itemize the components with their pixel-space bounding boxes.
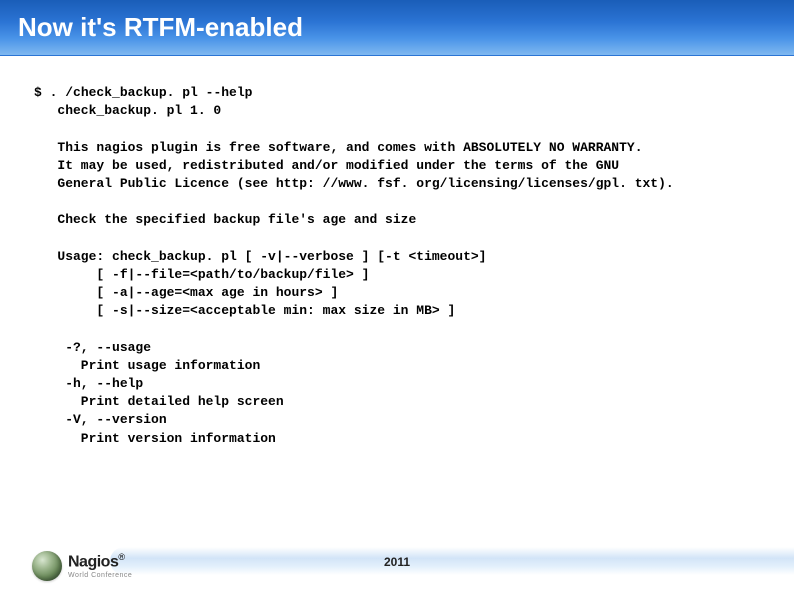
version-line: check_backup. pl 1. 0: [57, 103, 221, 118]
usage-line-3: [ -s|--size=<acceptable min: max size in…: [57, 303, 455, 318]
option-flags-0: -?, --usage: [57, 340, 151, 355]
command: . /check_backup. pl --help: [50, 85, 253, 100]
option-desc-2: Print version information: [57, 431, 275, 446]
terminal-output: $ . /check_backup. pl --help check_backu…: [0, 56, 794, 448]
usage-line-1: [ -f|--file=<path/to/backup/file> ]: [57, 267, 369, 282]
prompt: $: [34, 85, 42, 100]
logo-subtitle: World Conference: [68, 572, 132, 579]
description: Check the specified backup file's age an…: [57, 212, 416, 227]
footer: Nagios® World Conference 2011: [0, 533, 794, 595]
option-desc-1: Print detailed help screen: [57, 394, 283, 409]
option-flags-2: -V, --version: [57, 412, 166, 427]
slide-title: Now it's RTFM-enabled: [18, 12, 303, 43]
option-flags-1: -h, --help: [57, 376, 143, 391]
footer-year: 2011: [0, 555, 794, 569]
usage-line-2: [ -a|--age=<max age in hours> ]: [57, 285, 338, 300]
license-line-2: General Public Licence (see http: //www.…: [57, 176, 673, 191]
license-line-0: This nagios plugin is free software, and…: [57, 140, 642, 155]
license-line-1: It may be used, redistributed and/or mod…: [57, 158, 619, 173]
title-bar: Now it's RTFM-enabled: [0, 0, 794, 56]
usage-line-0: Usage: check_backup. pl [ -v|--verbose ]…: [57, 249, 486, 264]
option-desc-0: Print usage information: [57, 358, 260, 373]
